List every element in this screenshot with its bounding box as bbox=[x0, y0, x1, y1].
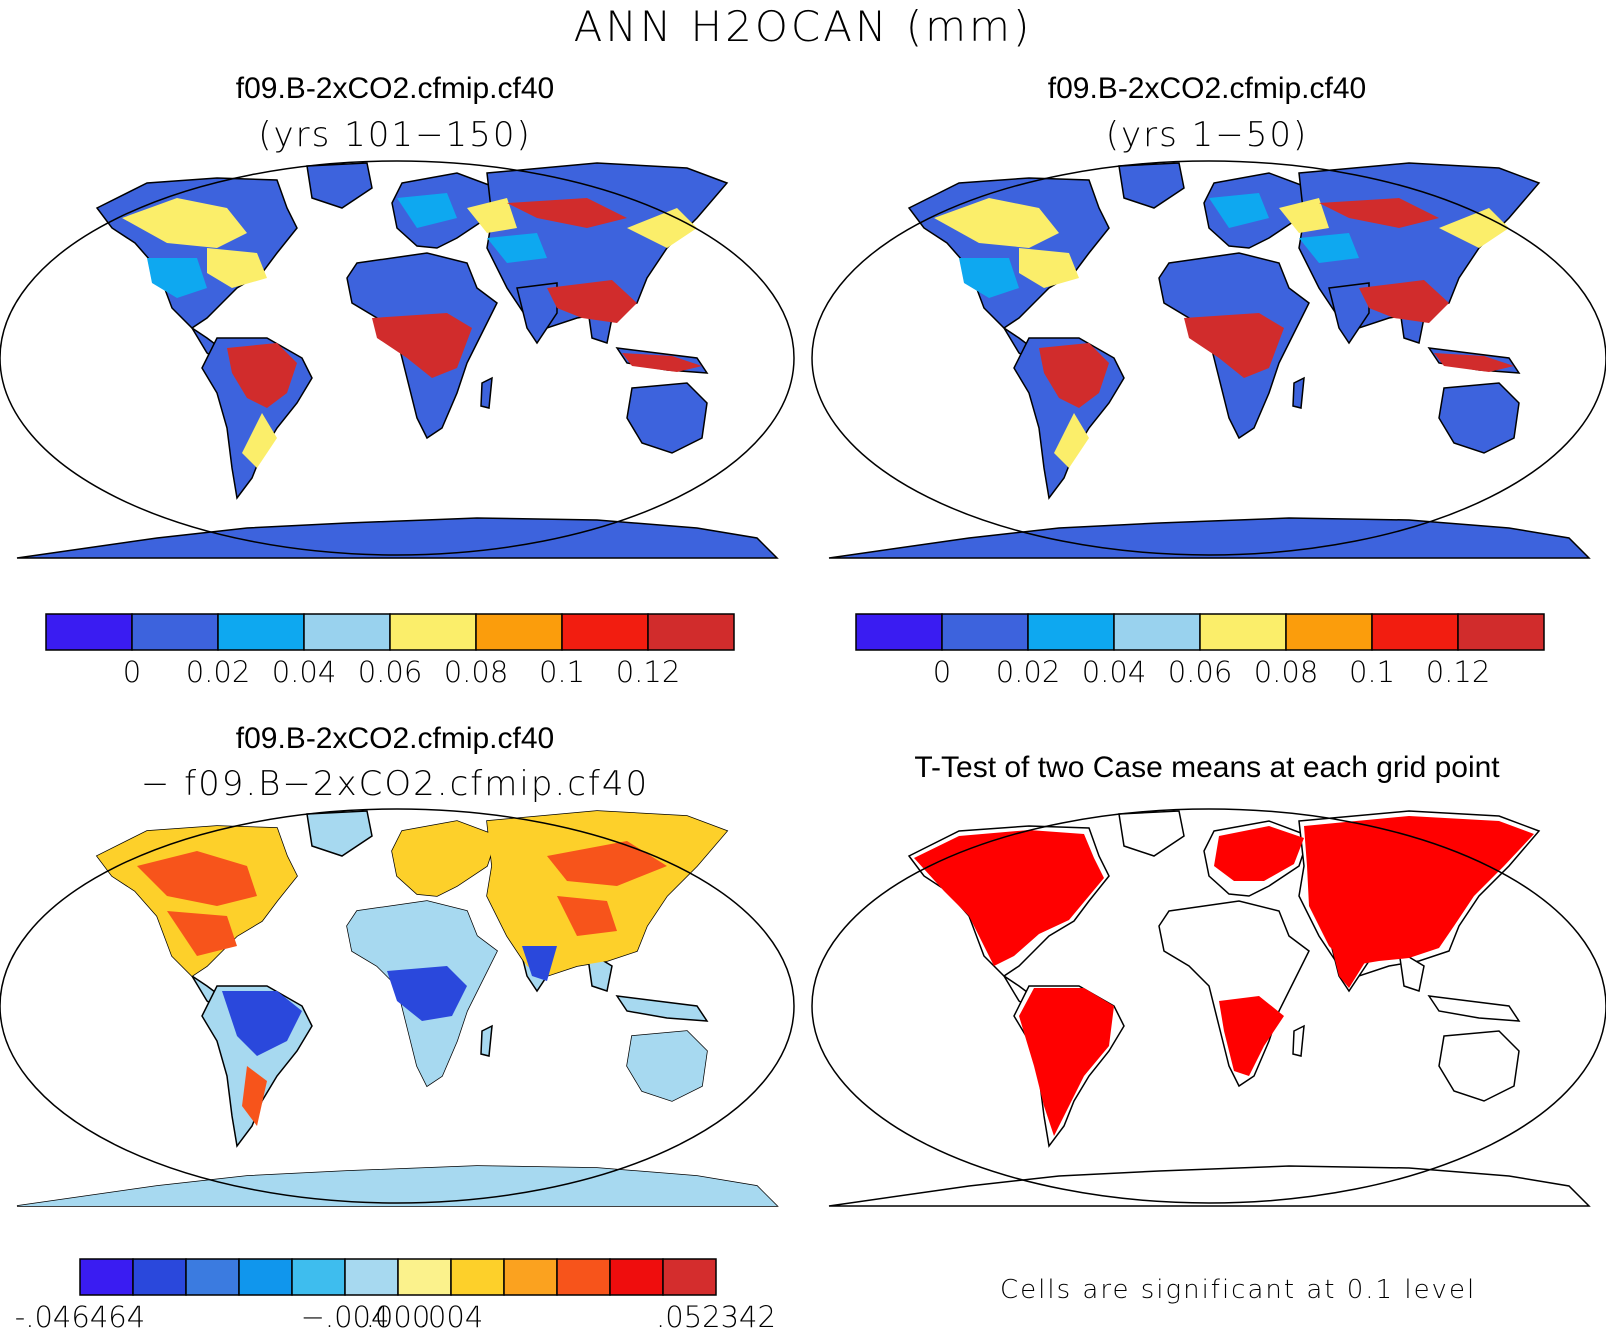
colorbar-top-right-tick-label: 0.08 bbox=[1254, 655, 1319, 689]
colorbar-top-left-swatch bbox=[475, 613, 563, 651]
colorbar-top-right-tick-label: 0.1 bbox=[1349, 655, 1395, 689]
colorbar-bottom-left-tick-label: .004 bbox=[419, 1300, 484, 1334]
panel-subtitle-top-left: (yrs 101−150) bbox=[258, 115, 532, 155]
colorbar-top-left: 0 0.02 0.04 0.06 0.08 0.1 0.12 bbox=[45, 613, 735, 689]
colorbar-top-right-swatch bbox=[941, 613, 1029, 651]
colorbar-top-right-tick-label: 0.02 bbox=[996, 655, 1061, 689]
colorbar-top-left-swatch bbox=[303, 613, 391, 651]
colorbar-bottom-left-swatch bbox=[238, 1258, 293, 1296]
map-top-left bbox=[0, 160, 795, 559]
colorbar-top-left-swatch bbox=[561, 613, 649, 651]
colorbar-top-left-tick-label: 0 bbox=[123, 655, 141, 689]
colorbar-top-left-swatch bbox=[389, 613, 477, 651]
colorbar-top-left-tick-label: 0.04 bbox=[272, 655, 337, 689]
colorbar-top-right-tick-label: 0.12 bbox=[1426, 655, 1491, 689]
colorbar-bottom-left-swatch bbox=[503, 1258, 558, 1296]
colorbar-top-right-swatch bbox=[855, 613, 943, 651]
significance-note: Cells are significant at 0.1 level bbox=[1000, 1275, 1477, 1305]
colorbar-top-right: 0 0.02 0.04 0.06 0.08 0.1 0.12 bbox=[855, 613, 1545, 689]
colorbar-top-right-swatch bbox=[1199, 613, 1287, 651]
colorbar-top-left-tick-label: 0.1 bbox=[539, 655, 585, 689]
colorbar-top-left-swatch bbox=[217, 613, 305, 651]
colorbar-top-left-tick-label: 0.12 bbox=[616, 655, 681, 689]
colorbar-bottom-left-swatch bbox=[291, 1258, 346, 1296]
colorbar-top-right-swatch bbox=[1113, 613, 1201, 651]
colorbar-bottom-left-swatch bbox=[79, 1258, 134, 1296]
colorbar-top-left-swatch bbox=[131, 613, 219, 651]
colorbar-bottom-left: -.046464 −.004.000.004.052342 bbox=[15, 1258, 776, 1334]
map-top-right bbox=[811, 160, 1606, 559]
panel-subtitle-bottom-left: − f09.B−2xCO2.cfmip.cf40 bbox=[140, 764, 650, 804]
colorbar-top-right-swatch bbox=[1457, 613, 1545, 651]
colorbar-bottom-left-tick-label: .052342 bbox=[656, 1300, 776, 1334]
colorbar-top-left-swatch bbox=[647, 613, 735, 651]
map-bottom-right bbox=[811, 808, 1606, 1207]
colorbar-top-right-swatch bbox=[1027, 613, 1115, 651]
colorbar-top-left-tick-label: 0.06 bbox=[358, 655, 423, 689]
panel-title-bottom-left: f09.B-2xCO2.cfmip.cf40 bbox=[235, 722, 555, 755]
map-bottom-left bbox=[0, 808, 795, 1207]
colorbar-top-right-tick-label: 0.06 bbox=[1168, 655, 1233, 689]
colorbar-top-left-swatch bbox=[45, 613, 133, 651]
panel-title-top-left: f09.B-2xCO2.cfmip.cf40 bbox=[235, 72, 555, 105]
colorbar-bottom-left-swatch bbox=[662, 1258, 717, 1296]
main-title: ANN H2OCAN (mm) bbox=[573, 2, 1033, 51]
colorbar-bottom-left-swatch bbox=[344, 1258, 399, 1296]
colorbar-bottom-left-swatch bbox=[450, 1258, 505, 1296]
colorbar-top-right-tick-label: 0 bbox=[933, 655, 951, 689]
colorbar-bottom-left-swatch bbox=[132, 1258, 187, 1296]
panel-title-top-right: f09.B-2xCO2.cfmip.cf40 bbox=[1047, 72, 1367, 105]
colorbar-top-right-swatch bbox=[1285, 613, 1373, 651]
colorbar-bottom-left-swatch bbox=[185, 1258, 240, 1296]
colorbar-top-left-tick-label: 0.02 bbox=[186, 655, 251, 689]
panel-subtitle-top-right: (yrs 1−50) bbox=[1105, 115, 1309, 155]
colorbar-top-left-tick-label: 0.08 bbox=[444, 655, 509, 689]
colorbar-bottom-left-swatch bbox=[609, 1258, 664, 1296]
colorbar-bottom-left-swatch bbox=[397, 1258, 452, 1296]
colorbar-bottom-left-swatch bbox=[556, 1258, 611, 1296]
colorbar-bottom-left-tick-label: -.046464 bbox=[15, 1300, 145, 1334]
colorbar-top-right-tick-label: 0.04 bbox=[1082, 655, 1147, 689]
panel-title-bottom-right: T-Test of two Case means at each grid po… bbox=[914, 751, 1500, 784]
colorbar-top-right-swatch bbox=[1371, 613, 1459, 651]
